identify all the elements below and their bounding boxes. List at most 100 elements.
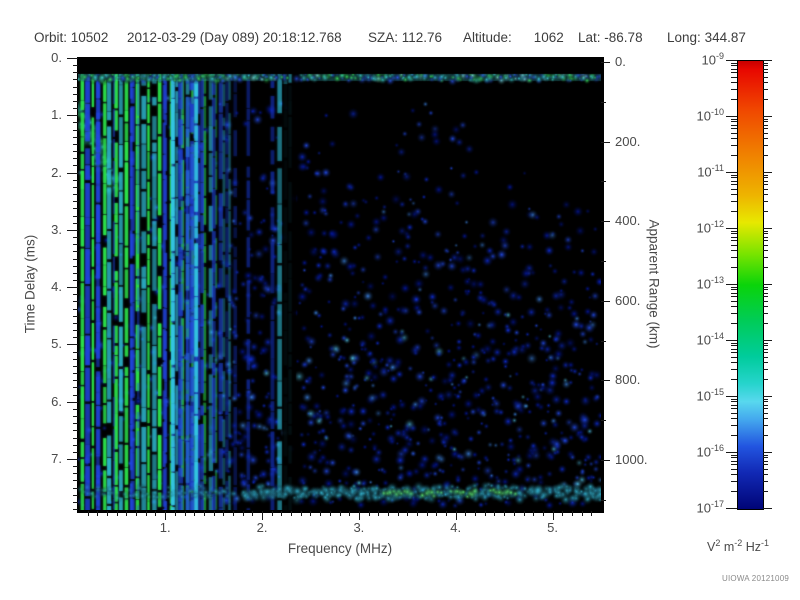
colorbar-major-tick xyxy=(763,172,772,173)
colorbar-minor-tick xyxy=(763,68,768,70)
colorbar-tick-label: 10-15 xyxy=(696,387,724,404)
colorbar-minor-tick xyxy=(731,345,737,347)
x-minor-tick xyxy=(426,511,428,516)
colorbar-major-tick xyxy=(726,508,737,509)
y-left-minor-tick xyxy=(73,408,78,410)
y-left-minor-tick xyxy=(73,509,78,511)
colorbar-minor-tick xyxy=(763,194,768,196)
x-minor-tick xyxy=(581,511,583,516)
x-minor-tick xyxy=(542,511,544,516)
x-minor-tick xyxy=(446,511,448,516)
x-minor-tick xyxy=(97,511,99,516)
x-minor-tick xyxy=(174,511,176,516)
colorbar-minor-tick xyxy=(731,177,737,179)
y-left-major-tick xyxy=(67,115,78,117)
x-minor-tick xyxy=(203,511,205,516)
x-minor-tick xyxy=(494,511,496,516)
y-left-major-tick xyxy=(67,229,78,231)
colorbar-minor-tick xyxy=(731,267,737,269)
y-left-minor-tick xyxy=(73,322,78,324)
colorbar-minor-tick xyxy=(763,425,768,427)
y-left-minor-tick xyxy=(73,129,78,131)
y-left-minor-tick xyxy=(73,208,78,210)
colorbar-minor-tick xyxy=(763,362,768,364)
y-right-minor-tick xyxy=(601,420,606,422)
colorbar-minor-tick xyxy=(731,460,737,462)
colorbar-minor-tick xyxy=(731,425,737,427)
colorbar-minor-tick xyxy=(731,230,737,232)
colorbar-minor-tick xyxy=(731,292,737,294)
colorbar-major-tick xyxy=(763,508,772,509)
colorbar-minor-tick xyxy=(763,124,768,126)
y-left-minor-tick xyxy=(73,158,78,160)
y-left-minor-tick xyxy=(73,194,78,196)
x-minor-tick xyxy=(504,511,506,516)
colorbar-major-tick xyxy=(726,396,737,397)
y-left-minor-tick xyxy=(73,86,78,88)
y-left-minor-tick xyxy=(73,65,78,67)
colorbar-minor-tick xyxy=(763,412,768,414)
colorbar-minor-tick xyxy=(731,72,737,74)
colorbar-minor-tick xyxy=(763,454,768,456)
x-minor-tick xyxy=(407,511,409,516)
x-minor-tick xyxy=(145,511,147,516)
y-left-minor-tick xyxy=(73,430,78,432)
x-minor-tick xyxy=(513,511,515,516)
header-altitude: Altitude: 1062 xyxy=(463,30,564,45)
colorbar-minor-tick xyxy=(763,233,768,235)
colorbar-minor-tick xyxy=(731,236,737,238)
colorbar-minor-tick xyxy=(763,418,768,420)
colorbar-minor-tick xyxy=(763,236,768,238)
x-minor-tick xyxy=(484,511,486,516)
colorbar-minor-tick xyxy=(763,132,768,134)
colorbar-minor-tick xyxy=(763,240,768,242)
colorbar-minor-tick xyxy=(731,257,737,259)
colorbar-minor-tick xyxy=(763,184,768,186)
colorbar-minor-tick xyxy=(731,233,737,235)
sza-label: SZA: xyxy=(368,30,399,45)
colorbar-minor-tick xyxy=(731,128,737,130)
colorbar-minor-tick xyxy=(731,62,737,64)
y-left-tick-label: 3. xyxy=(51,221,62,237)
y-right-major-tick xyxy=(601,221,610,223)
colorbar-minor-tick xyxy=(763,345,768,347)
y-left-major-tick xyxy=(67,344,78,346)
x-tick-label: 2. xyxy=(256,520,268,535)
colorbar-minor-tick xyxy=(763,286,768,288)
colorbar-major-tick xyxy=(763,60,772,61)
colorbar-minor-tick xyxy=(763,250,768,252)
x-tick-label: 5. xyxy=(547,520,558,535)
y-right-tick-label: 200. xyxy=(615,133,641,149)
y-left-minor-tick xyxy=(73,365,78,367)
colorbar-minor-tick xyxy=(731,184,737,186)
colorbar-minor-tick xyxy=(763,313,768,315)
x-minor-tick xyxy=(213,511,215,516)
colorbar-minor-tick xyxy=(763,292,768,294)
colorbar-minor-tick xyxy=(763,464,768,466)
colorbar-minor-tick xyxy=(731,68,737,70)
x-tick-label: 3. xyxy=(353,520,365,535)
x-minor-tick xyxy=(232,511,234,516)
x-minor-tick xyxy=(416,511,418,516)
colorbar-tick-label: 10-17 xyxy=(696,499,724,516)
colorbar-minor-tick xyxy=(763,230,768,232)
y-right-major-tick xyxy=(601,141,610,143)
x-minor-tick xyxy=(475,511,477,516)
x-minor-tick xyxy=(329,511,331,516)
colorbar-minor-tick xyxy=(763,72,768,74)
colorbar-minor-tick xyxy=(731,401,737,403)
colorbar-minor-tick xyxy=(731,356,737,358)
colorbar-minor-tick xyxy=(731,300,737,302)
x-minor-tick xyxy=(310,511,312,516)
y-right-tick-label: 400. xyxy=(615,213,641,229)
y-left-minor-tick xyxy=(73,279,78,281)
colorbar-minor-tick xyxy=(731,194,737,196)
x-minor-tick xyxy=(533,511,535,516)
x-major-tick xyxy=(552,511,554,520)
x-minor-tick xyxy=(300,511,302,516)
y-right-minor-tick xyxy=(601,101,606,103)
colorbar-major-tick xyxy=(726,340,737,341)
colorbar-minor-tick xyxy=(763,180,768,182)
x-minor-tick xyxy=(320,511,322,516)
